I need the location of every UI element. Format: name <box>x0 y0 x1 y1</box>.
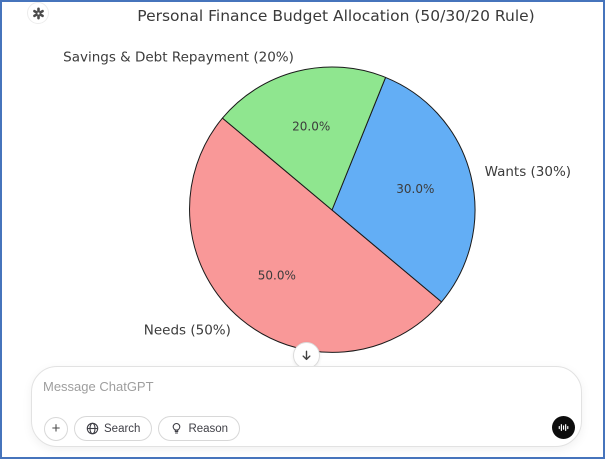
pie-slice-name-1: Wants (30%) <box>485 164 571 180</box>
attach-button[interactable]: + <box>44 416 68 441</box>
voice-mode-button[interactable] <box>552 416 575 439</box>
pie-pct-label-0: 50.0% <box>258 269 296 283</box>
message-composer: + Search Reason <box>31 366 582 447</box>
message-input[interactable] <box>43 375 483 397</box>
pie-slice-1 <box>331 76 476 303</box>
pie-slice-2 <box>221 66 387 211</box>
pie-slice-0 <box>189 117 443 353</box>
search-button[interactable]: Search <box>74 416 153 441</box>
reason-button-label: Reason <box>188 422 229 435</box>
reason-button[interactable]: Reason <box>158 416 241 441</box>
chart-title: Personal Finance Budget Allocation (50/3… <box>137 7 535 25</box>
scroll-to-bottom-button[interactable] <box>293 342 320 369</box>
budget-pie-chart: 50.0% Needs (50%) 30.0% Wants (30%) 20.0% Sav… <box>63 49 571 353</box>
pie-slice-name-2: Savings & Debt Repayment (20%) <box>63 49 294 65</box>
lightbulb-icon <box>173 422 181 434</box>
composer-actions: + Search Reason <box>44 416 241 441</box>
voice-waveform-icon <box>558 424 569 431</box>
assistant-avatar <box>27 2 49 24</box>
openai-logo-icon <box>32 7 44 19</box>
plus-icon: + <box>51 419 61 437</box>
globe-icon <box>86 422 99 435</box>
pie-slice-name-0: Needs (50%) <box>144 323 231 339</box>
pie-pct-label-2: 20.0% <box>292 120 330 134</box>
pie-pct-label-1: 30.0% <box>396 182 434 196</box>
arrow-down-icon <box>302 350 311 361</box>
search-button-label: Search <box>104 422 141 435</box>
